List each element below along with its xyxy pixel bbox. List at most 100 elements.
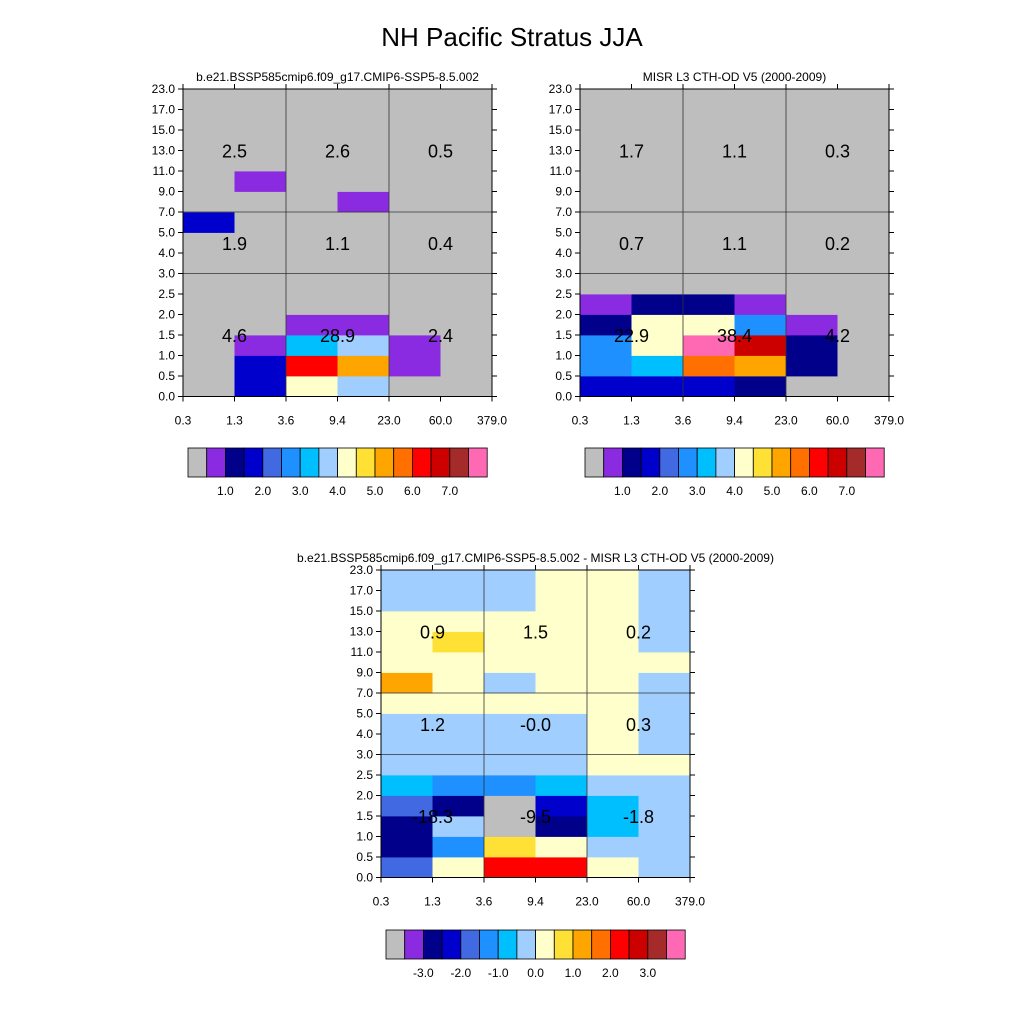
heatmap-cell — [786, 171, 838, 192]
heatmap-cell — [638, 672, 691, 694]
colorbar-label: 1.0 — [217, 484, 234, 498]
heatmap-cell — [432, 590, 485, 612]
heatmap-cell — [440, 191, 493, 213]
heatmap-cell — [183, 191, 235, 213]
block-value-label: 0.2 — [825, 234, 850, 254]
heatmap-cell — [440, 212, 493, 233]
heatmap-cell — [535, 754, 588, 776]
colorbar-box — [337, 447, 357, 478]
heatmap-cell — [631, 150, 684, 172]
heatmap-cell — [734, 253, 787, 274]
heatmap-cell — [337, 273, 390, 295]
heatmap-cell — [786, 314, 838, 336]
heatmap-cell — [432, 816, 485, 837]
heatmap-cell — [286, 273, 338, 295]
heatmap-cell — [535, 631, 588, 653]
heatmap-cell — [638, 816, 691, 837]
heatmap-cell — [587, 836, 639, 858]
heatmap-cell — [535, 570, 588, 591]
y-tick-label: 23.0 — [350, 563, 374, 577]
heatmap-cell — [389, 355, 441, 377]
colorbar-box — [666, 929, 686, 960]
heatmap-cell — [432, 672, 485, 694]
heatmap-cell — [440, 150, 493, 172]
x-tick-label: 379.0 — [874, 414, 904, 428]
heatmap-cell — [234, 355, 287, 377]
colorbar-label: 6.0 — [404, 484, 421, 498]
heatmap-cell — [638, 734, 691, 755]
heatmap-cell — [389, 376, 441, 397]
colorbar-box — [479, 929, 499, 960]
heatmap-cell — [337, 109, 390, 131]
heatmap-cell — [580, 273, 632, 295]
y-tick-label: 2.0 — [158, 308, 175, 322]
heatmap-cell — [535, 713, 588, 735]
block-value-label: 0.2 — [626, 623, 651, 643]
block-value-label: 4.2 — [825, 326, 850, 346]
heatmap-cell — [381, 611, 433, 632]
heatmap-cell — [381, 570, 433, 591]
heatmap-cell — [389, 253, 441, 274]
heatmap-cell — [837, 314, 890, 336]
heatmap-cell — [337, 150, 390, 172]
colorbar-box — [603, 447, 623, 478]
x-tick-label: 60.0 — [826, 414, 850, 428]
y-tick-label: 15.0 — [152, 123, 176, 137]
colorbar-label: -1.0 — [488, 966, 509, 980]
heatmap-cell — [234, 294, 287, 315]
heatmap-cell — [631, 232, 684, 254]
heatmap-cell — [535, 611, 588, 632]
colorbar-box — [206, 447, 226, 478]
heatmap-cell — [535, 672, 588, 694]
heatmap-cell — [381, 652, 433, 673]
x-tick-label: 9.4 — [329, 414, 346, 428]
heatmap-cell — [683, 150, 735, 172]
heatmap-cell — [389, 89, 441, 110]
colorbar-box — [752, 447, 773, 478]
heatmap-cell — [837, 191, 890, 213]
heatmap-cell — [234, 253, 287, 274]
y-tick-label: 0.0 — [356, 871, 373, 885]
panel-title: b.e21.BSSP585cmip6.f09_g17.CMIP6-SSP5-8.… — [196, 70, 479, 84]
heatmap-cell — [183, 130, 235, 151]
heatmap-cell — [234, 150, 287, 172]
y-tick-label: 5.0 — [555, 226, 572, 240]
colorbar-label: 2.0 — [651, 484, 668, 498]
colorbar-label: 1.0 — [614, 484, 631, 498]
heatmap-cell — [337, 130, 390, 151]
heatmap-cell — [183, 89, 235, 110]
heatmap-cell — [837, 294, 890, 315]
heatmap-cell — [432, 836, 485, 858]
block-value-label: 1.2 — [420, 715, 445, 735]
heatmap-cell — [837, 150, 890, 172]
heatmap-cell — [580, 150, 632, 172]
x-tick-label: 0.3 — [175, 414, 192, 428]
heatmap-cell — [587, 611, 639, 632]
heatmap-cell — [183, 335, 235, 356]
colorbar-box — [393, 447, 413, 478]
colorbar-label: 1.0 — [565, 966, 582, 980]
colorbar-box — [610, 929, 630, 960]
heatmap-cell — [535, 652, 588, 673]
heatmap-cell — [683, 109, 735, 131]
heatmap-cell — [837, 335, 890, 356]
heatmap-cell — [381, 672, 433, 694]
y-tick-label: 23.0 — [549, 82, 573, 96]
heatmap-cell — [786, 232, 838, 254]
heatmap-cell — [337, 355, 390, 377]
colorbar-box — [374, 447, 395, 478]
y-tick-label: 0.0 — [158, 390, 175, 404]
heatmap-cell — [484, 836, 536, 858]
colorbar-box — [355, 447, 376, 478]
colorbar-box — [318, 447, 338, 478]
main-title: NH Pacific Stratus JJA — [381, 22, 643, 52]
colorbar-box — [262, 447, 282, 478]
colorbar-box — [224, 447, 245, 478]
y-tick-label: 5.0 — [158, 226, 175, 240]
heatmap-cell — [432, 795, 485, 817]
heatmap-cell — [286, 314, 338, 336]
heatmap-cell — [631, 314, 684, 336]
heatmap-cell — [734, 89, 787, 110]
heatmap-cell — [786, 89, 838, 110]
heatmap-cell — [587, 693, 639, 714]
